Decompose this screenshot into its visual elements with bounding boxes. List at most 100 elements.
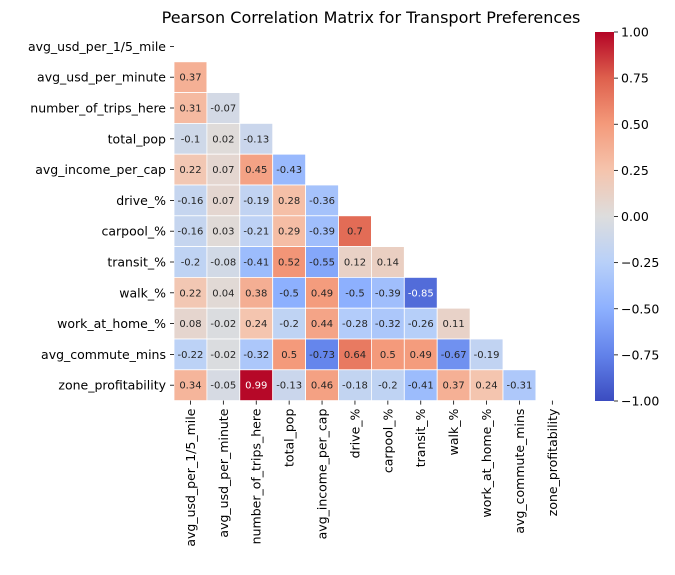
cell-value-label: -0.26 — [408, 319, 434, 330]
cell-value-label: 0.07 — [212, 196, 234, 207]
cell-value-label: 0.03 — [212, 227, 234, 238]
row-label: avg_usd_per_minute — [37, 70, 166, 85]
heatmap-cell — [338, 246, 372, 278]
cell-value-label: 0.04 — [212, 288, 234, 299]
cell-value-label: 0.07 — [212, 165, 234, 176]
cell-value-label: -0.2 — [378, 381, 398, 392]
row-label: carpool_% — [101, 224, 166, 239]
column-labels: avg_usd_per_1/5_mile avg_usd_per_minute nu… — [183, 400, 560, 547]
cell-value-label: -0.55 — [309, 258, 335, 269]
column-label: avg_commute_mins — [512, 409, 527, 534]
cell-value-label: 0.24 — [245, 319, 267, 330]
cell-value-label: -0.19 — [243, 196, 269, 207]
column-label: drive_% — [347, 408, 362, 458]
cell-value-label: -0.85 — [408, 288, 434, 299]
cell-value-label: 0.02 — [212, 134, 234, 145]
heatmap-cell — [305, 338, 339, 371]
cell-value-label: 0.24 — [475, 381, 497, 392]
heatmap-cells: 0.37 0.31 -0.07 -0.1 0.02 -0.13 0.22 0.07 0.45 -0… — [173, 61, 537, 401]
column-label: avg_usd_per_minute — [216, 408, 231, 537]
cell-value-label: -0.32 — [375, 319, 401, 330]
column-label: avg_income_per_cap — [315, 409, 330, 540]
heatmap-cell — [436, 307, 471, 340]
heatmap-cell — [272, 369, 307, 401]
heatmap-cell — [206, 246, 241, 278]
colorbar-tick-label: 0.50 — [621, 117, 649, 132]
heatmap-cell — [272, 338, 307, 371]
heatmap-cell — [403, 276, 438, 309]
cell-value-label: 0.22 — [179, 288, 201, 299]
heatmap-cell — [239, 123, 274, 155]
heatmap-cell — [272, 184, 307, 217]
heatmap-cell — [173, 307, 208, 340]
cell-value-label: 0.28 — [278, 196, 300, 207]
heatmap-cell — [173, 369, 208, 401]
cell-value-label: -0.18 — [342, 381, 368, 392]
cell-value-label: 0.12 — [344, 258, 366, 269]
cell-value-label: 0.22 — [179, 165, 201, 176]
heatmap-cell — [502, 369, 537, 401]
heatmap-cell — [272, 307, 307, 340]
row-label: total_pop — [108, 131, 166, 146]
cell-value-label: -0.16 — [178, 196, 204, 207]
column-label: walk_% — [446, 408, 461, 455]
cell-value-label: 0.11 — [443, 319, 465, 330]
row-label: drive_% — [116, 193, 166, 208]
heatmap-cell — [403, 338, 438, 371]
chart-title: Pearson Correlation Matrix for Transport… — [162, 8, 581, 27]
heatmap-cell — [206, 184, 241, 217]
cell-value-label: -0.39 — [375, 288, 401, 299]
row-label: transit_% — [107, 255, 166, 270]
cell-value-label: -0.32 — [243, 350, 269, 361]
cell-value-label: 0.44 — [311, 319, 333, 330]
cell-value-label: 0.7 — [347, 227, 363, 238]
cell-value-label: -0.28 — [342, 319, 368, 330]
row-label: avg_commute_mins — [41, 347, 166, 362]
cell-value-label: -0.43 — [276, 165, 302, 176]
heatmap-cell — [173, 246, 208, 278]
cell-value-label: 0.37 — [443, 381, 465, 392]
colorbar-gradient — [595, 32, 614, 401]
colorbar-tick-label: −0.75 — [621, 347, 659, 362]
heatmap-cell — [469, 338, 504, 371]
column-label: avg_usd_per_1/5_mile — [183, 408, 198, 546]
heatmap-cell — [436, 369, 471, 401]
heatmap-cell — [239, 276, 274, 309]
cell-value-label: 0.49 — [311, 288, 333, 299]
cell-value-label: 0.29 — [278, 227, 300, 238]
heatmap-cell — [206, 338, 241, 371]
row-label: number_of_trips_here — [30, 101, 166, 116]
column-label: number_of_trips_here — [249, 408, 264, 544]
row-label: walk_% — [119, 285, 166, 300]
row-labels: avg_usd_per_1/5_mile avg_usd_per_minutenu… — [28, 39, 174, 393]
cell-value-label: -0.31 — [507, 381, 533, 392]
colorbar-tick-label: 1.00 — [621, 25, 649, 40]
colorbar-tick-label: 0.75 — [621, 71, 649, 86]
heatmap-cell — [272, 215, 307, 248]
heatmap-cell — [206, 215, 241, 248]
heatmap-cell — [305, 215, 339, 248]
colorbar-tick-label: −0.25 — [621, 255, 659, 270]
heatmap-cell — [173, 338, 208, 371]
heatmap-cell — [338, 369, 372, 401]
cell-value-label: 0.38 — [245, 288, 267, 299]
row-label: work_at_home_% — [57, 316, 166, 331]
heatmap-cell — [436, 338, 471, 371]
colorbar-tick-label: −1.00 — [621, 394, 659, 409]
colorbar-tick-label: 0.25 — [621, 163, 649, 178]
cell-value-label: 0.08 — [179, 319, 201, 330]
column-label: work_at_home_% — [479, 408, 494, 517]
cell-value-label: -0.19 — [474, 350, 500, 361]
cell-value-label: -0.2 — [279, 319, 299, 330]
heatmap-cell — [305, 369, 339, 401]
cell-value-label: -0.07 — [210, 104, 236, 115]
cell-value-label: 0.5 — [281, 350, 297, 361]
cell-value-label: -0.02 — [210, 319, 236, 330]
cell-value-label: -0.36 — [309, 196, 335, 207]
row-label: avg_income_per_cap — [35, 162, 166, 177]
cell-value-label: 0.99 — [245, 381, 267, 392]
cell-value-label: 0.14 — [377, 258, 399, 269]
cell-value-label: -0.05 — [210, 381, 236, 392]
cell-value-label: -0.08 — [210, 258, 236, 269]
